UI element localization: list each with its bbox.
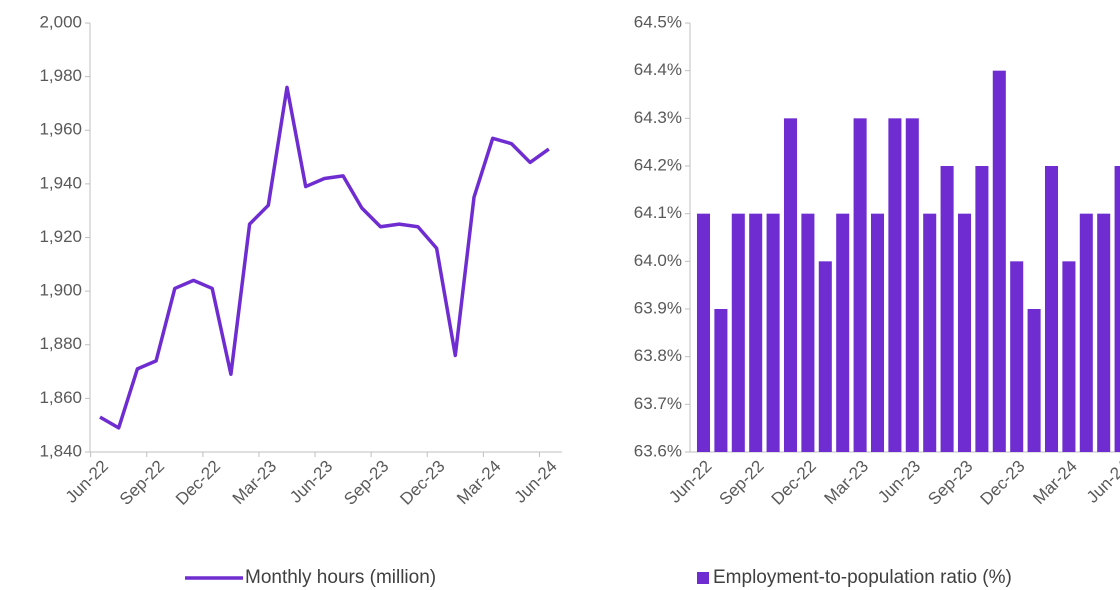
- bar: [818, 261, 832, 452]
- x-tick-label: Jun-22: [665, 457, 715, 507]
- x-tick-label: Dec-23: [396, 457, 448, 509]
- y-tick-label: 64.4%: [634, 60, 682, 79]
- bar: [870, 213, 885, 452]
- bar: [696, 213, 711, 452]
- y-tick-label: 64.3%: [634, 108, 682, 127]
- legend: Monthly hours (million): [185, 567, 436, 588]
- x-tick-label: Mar-24: [1029, 457, 1081, 509]
- y-tick-label: 1,960: [39, 120, 82, 139]
- chart: 1,840 1,860 1,880 1,900 1,920 1,940 1,960 1,980…: [39, 12, 562, 509]
- bar: [888, 118, 902, 452]
- x-tick-label: Jun-23: [874, 457, 924, 507]
- line: [99, 85, 550, 430]
- y-tick-label: 1,920: [39, 227, 82, 246]
- bar: [940, 166, 954, 452]
- x-tick-label: Jun-24: [511, 457, 561, 507]
- bar: [731, 213, 745, 452]
- bar: [992, 70, 1006, 453]
- chart: 63.6% 63.7% 63.8% 63.9% 64.0% 64.1% 64.2% 64.3%…: [634, 12, 1120, 509]
- x-tick-label: Mar-23: [229, 457, 281, 509]
- bar: [836, 213, 850, 452]
- y-tick-label: 64.0%: [634, 251, 682, 270]
- bar: [714, 309, 728, 452]
- bar: [783, 118, 798, 452]
- bar: [1027, 309, 1041, 452]
- x-tick-label: Dec-22: [172, 457, 224, 509]
- legend-swatch: [697, 572, 709, 584]
- x-tick-label: Jun-22: [62, 457, 112, 507]
- x-tick-label: Dec-22: [768, 457, 820, 509]
- y-tick-label: 63.9%: [634, 298, 682, 317]
- bar: [957, 213, 972, 452]
- x-tick-label: Sep-22: [715, 457, 767, 509]
- bar: [1044, 166, 1059, 452]
- bar: [1062, 261, 1076, 452]
- y-tick-label: 63.8%: [634, 346, 682, 365]
- legend-label: Employment-to-population ratio (%): [713, 567, 1012, 588]
- legend-label: Monthly hours (million): [245, 567, 436, 588]
- x-tick-label: Jun-23: [286, 457, 336, 507]
- y-tick-label: 1,980: [39, 66, 82, 85]
- bar: [766, 213, 780, 452]
- y-tick-label: 1,840: [39, 441, 82, 460]
- x-tick-label: Dec-23: [977, 457, 1029, 509]
- bar: [1097, 213, 1111, 452]
- y-tick-label: 1,940: [39, 173, 82, 192]
- y-tick-label: 1,900: [39, 281, 82, 300]
- y-tick-label: 63.7%: [634, 394, 682, 413]
- bar: [1114, 166, 1120, 452]
- legend: Employment-to-population ratio (%): [697, 567, 1012, 588]
- x-tick-label: Mar-23: [821, 457, 873, 509]
- y-tick-label: 2,000: [39, 12, 82, 31]
- x-tick-label: Sep-23: [924, 457, 976, 509]
- y-tick-label: 64.1%: [634, 203, 682, 222]
- bar: [1079, 213, 1093, 452]
- y-tick-label: 1,860: [39, 388, 82, 407]
- bar: [905, 118, 919, 452]
- y-tick-label: 63.6%: [634, 441, 682, 460]
- bar: [975, 166, 989, 452]
- bar: [749, 213, 763, 452]
- bar: [923, 213, 937, 452]
- y-tick-label: 1,880: [39, 334, 82, 353]
- bar: [801, 213, 815, 452]
- y-tick-label: 64.2%: [634, 155, 682, 174]
- x-tick-label: Jun-24: [1083, 457, 1120, 507]
- x-tick-label: Sep-23: [340, 457, 392, 509]
- x-tick-label: Sep-22: [116, 457, 168, 509]
- bar: [853, 118, 867, 452]
- y-tick-label: 64.5%: [634, 12, 682, 31]
- x-tick-label: Mar-24: [453, 457, 505, 509]
- bar: [1010, 261, 1024, 452]
